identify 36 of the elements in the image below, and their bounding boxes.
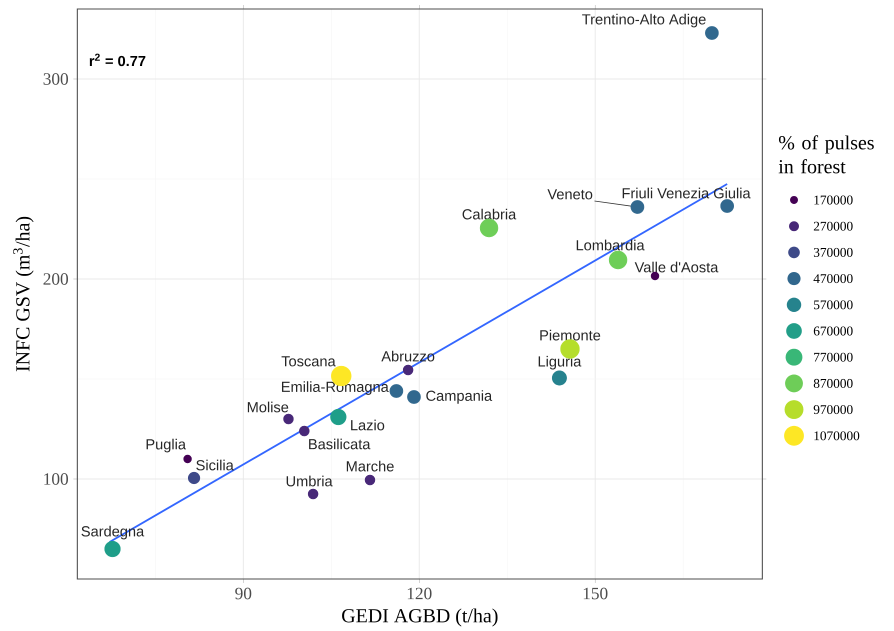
annotation: Friuli Venezia Giulia <box>622 188 751 198</box>
x-tick-label: 90 <box>235 588 252 600</box>
legend-label: 270000 <box>814 222 853 231</box>
legend-label: 1070000 <box>814 431 860 440</box>
legend-label: 870000 <box>814 378 853 388</box>
legend-label: 970000 <box>814 405 853 414</box>
x-axis-title: GEDI AGBD (t/ha) <box>342 608 498 627</box>
legend-label: 370000 <box>814 248 853 257</box>
legend-label: 170000 <box>814 196 853 204</box>
annotation: Trentino-Alto Adige <box>582 14 706 28</box>
annotation: Lazio <box>351 420 384 430</box>
legend-label: 570000 <box>814 300 853 310</box>
legend-label: 670000 <box>814 326 853 336</box>
legend-title: % of pulses in forest <box>778 135 874 174</box>
annotation: r$^{2}$ = 0.77 <box>90 54 146 66</box>
annotation: Campania <box>426 390 492 404</box>
annotation: Molise <box>248 402 288 412</box>
y-tick-label: 200 <box>44 273 68 285</box>
annotation: Basilicata <box>309 438 370 450</box>
annotation: Puglia <box>146 438 186 452</box>
annotation: Veneto <box>547 189 592 200</box>
x-tick-label: 150 <box>584 588 608 600</box>
annotation: Toscana <box>282 356 336 366</box>
annotation: Liguria <box>538 356 582 370</box>
y-tick-label: 100 <box>44 473 68 485</box>
x-tick-label: 120 <box>408 588 432 600</box>
annotation: Marche <box>346 460 394 472</box>
y-tick-label: 300 <box>44 73 68 85</box>
annotation: Sicilia <box>196 460 234 470</box>
y-axis-title: INFC GSV (m$^{3}$/ha) <box>13 216 34 372</box>
legend-label: 470000 <box>814 274 853 284</box>
annotation: Piemonte <box>540 330 600 340</box>
annotation: Umbria <box>286 476 333 486</box>
annotation: Valle d'Aosta <box>634 262 718 272</box>
annotation: Calabria <box>462 208 516 220</box>
legend-label: 770000 <box>814 352 853 362</box>
